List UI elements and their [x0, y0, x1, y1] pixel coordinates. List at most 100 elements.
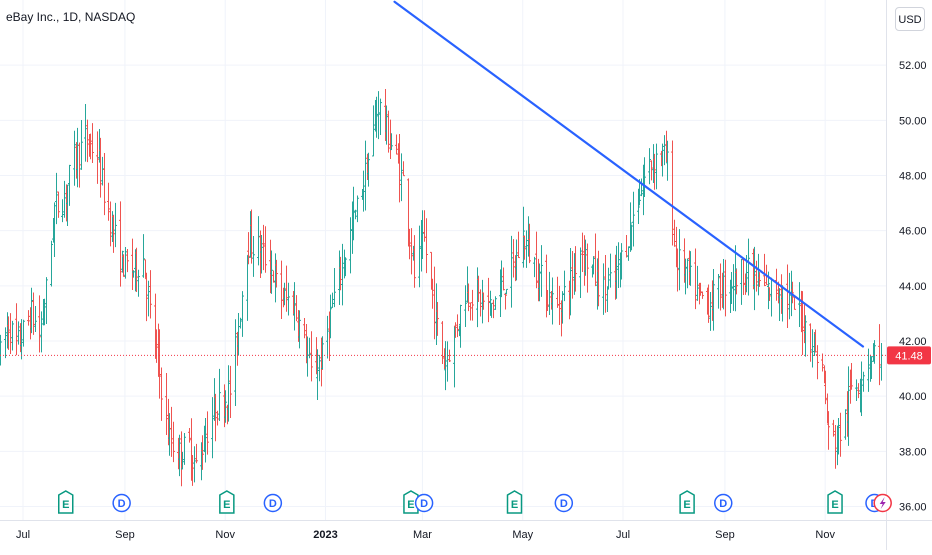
ohlc-bar[interactable]: [84, 104, 87, 162]
ohlc-bar[interactable]: [195, 443, 198, 464]
event-markers[interactable]: EDEDEDEDEDED: [58, 490, 892, 514]
ohlc-bar[interactable]: [758, 272, 761, 287]
ohlc-bar[interactable]: [878, 324, 881, 386]
ohlc-bar[interactable]: [421, 210, 424, 259]
ohlc-bar[interactable]: [696, 265, 699, 301]
ohlc-bar[interactable]: [525, 230, 528, 268]
ohlc-bar[interactable]: [533, 256, 536, 278]
ohlc-bar[interactable]: [183, 432, 186, 465]
ohlc-bar[interactable]: [467, 283, 470, 312]
ohlc-bar[interactable]: [126, 249, 129, 273]
ohlc-bar[interactable]: [227, 365, 230, 422]
ohlc-bar[interactable]: [121, 250, 124, 273]
ohlc-bar[interactable]: [538, 263, 541, 302]
ohlc-bar[interactable]: [834, 424, 837, 469]
ohlc-bar[interactable]: [448, 349, 451, 362]
ohlc-bar[interactable]: [262, 224, 265, 271]
ohlc-bar[interactable]: [666, 140, 669, 181]
ohlc-bar[interactable]: [68, 164, 71, 206]
ohlc-bar[interactable]: [860, 361, 863, 417]
ohlc-bar[interactable]: [356, 195, 359, 223]
ohlc-bar[interactable]: [469, 302, 472, 321]
ohlc-bar[interactable]: [571, 250, 574, 299]
ohlc-bar[interactable]: [34, 306, 37, 333]
ohlc-bar[interactable]: [512, 239, 515, 278]
ohlc-bar[interactable]: [170, 406, 173, 457]
ohlc-bar[interactable]: [433, 266, 436, 340]
ohlc-bar[interactable]: [349, 217, 352, 274]
ohlc-bar[interactable]: [867, 348, 870, 392]
ohlc-bar[interactable]: [479, 289, 482, 317]
ohlc-bar[interactable]: [558, 285, 561, 326]
ohlc-bar[interactable]: [821, 353, 824, 372]
ohlc-bar[interactable]: [837, 417, 840, 455]
ohlc-bar[interactable]: [172, 421, 175, 463]
ohlc-bar[interactable]: [15, 303, 18, 356]
ohlc-bar[interactable]: [712, 268, 715, 331]
ohlc-bar[interactable]: [264, 226, 267, 273]
ohlc-bar[interactable]: [528, 223, 531, 264]
ohlc-bar[interactable]: [283, 282, 286, 306]
ohlc-bar[interactable]: [379, 98, 382, 135]
ohlc-bar[interactable]: [241, 291, 244, 337]
ohlc-bar[interactable]: [597, 250, 600, 307]
ohlc-bar[interactable]: [459, 304, 462, 348]
split-marker[interactable]: [873, 493, 892, 513]
ohlc-bar[interactable]: [372, 105, 375, 157]
ohlc-bar[interactable]: [548, 271, 551, 315]
ohlc-bar[interactable]: [45, 277, 48, 324]
ohlc-bar[interactable]: [63, 180, 66, 218]
ohlc-bar[interactable]: [201, 435, 204, 470]
ohlc-bar[interactable]: [494, 296, 497, 310]
ohlc-bar[interactable]: [798, 282, 801, 327]
ohlc-bar[interactable]: [99, 137, 102, 198]
ohlc-bar[interactable]: [275, 259, 278, 288]
ohlc-bar[interactable]: [701, 291, 704, 299]
ohlc-bar[interactable]: [280, 260, 283, 319]
ohlc-bar[interactable]: [609, 253, 612, 288]
ohlc-bar[interactable]: [620, 243, 623, 280]
ohlc-bar[interactable]: [847, 366, 850, 446]
ohlc-bar[interactable]: [165, 372, 168, 435]
earnings-marker[interactable]: E: [679, 490, 695, 514]
ohlc-bar[interactable]: [699, 282, 702, 296]
ohlc-bar[interactable]: [410, 228, 413, 275]
ohlc-bar[interactable]: [500, 260, 503, 298]
ohlc-bar[interactable]: [395, 134, 398, 155]
ohlc-bar[interactable]: [107, 182, 110, 221]
ohlc-bar[interactable]: [344, 257, 347, 277]
ohlc-bar[interactable]: [188, 427, 191, 443]
ohlc-bar[interactable]: [341, 243, 344, 306]
ohlc-bar[interactable]: [114, 202, 117, 248]
ohlc-bar[interactable]: [747, 238, 750, 296]
ohlc-bar[interactable]: [722, 258, 725, 310]
ohlc-bar[interactable]: [229, 365, 232, 418]
ohlc-bar[interactable]: [563, 270, 566, 302]
ohlc-bar[interactable]: [425, 218, 428, 274]
ohlc-bar[interactable]: [717, 273, 720, 309]
ohlc-bar[interactable]: [408, 228, 411, 260]
ohlc-bar[interactable]: [155, 329, 158, 363]
currency-button[interactable]: USD: [895, 7, 925, 31]
ohlc-bar[interactable]: [387, 110, 390, 153]
ohlc-bar[interactable]: [540, 245, 543, 297]
ohlc-bar[interactable]: [606, 286, 609, 313]
ohlc-bar[interactable]: [398, 134, 401, 203]
ohlc-bar[interactable]: [816, 345, 819, 380]
ohlc-bar[interactable]: [390, 133, 393, 151]
ohlc-bar[interactable]: [574, 246, 577, 292]
ohlc-bar[interactable]: [581, 232, 584, 272]
ohlc-bar[interactable]: [515, 239, 518, 281]
ohlc-bar[interactable]: [124, 247, 127, 279]
ohlc-bar[interactable]: [444, 341, 447, 391]
ohlc-bar[interactable]: [857, 383, 860, 399]
ohlc-bar[interactable]: [569, 247, 572, 316]
ohlc-bar[interactable]: [218, 368, 221, 422]
ohlc-bar[interactable]: [638, 179, 641, 206]
ohlc-bar[interactable]: [367, 152, 370, 187]
ohlc-bar[interactable]: [650, 160, 653, 181]
ohlc-bar[interactable]: [492, 299, 495, 319]
ohlc-bar[interactable]: [617, 242, 620, 289]
ohlc-bar[interactable]: [418, 225, 421, 288]
